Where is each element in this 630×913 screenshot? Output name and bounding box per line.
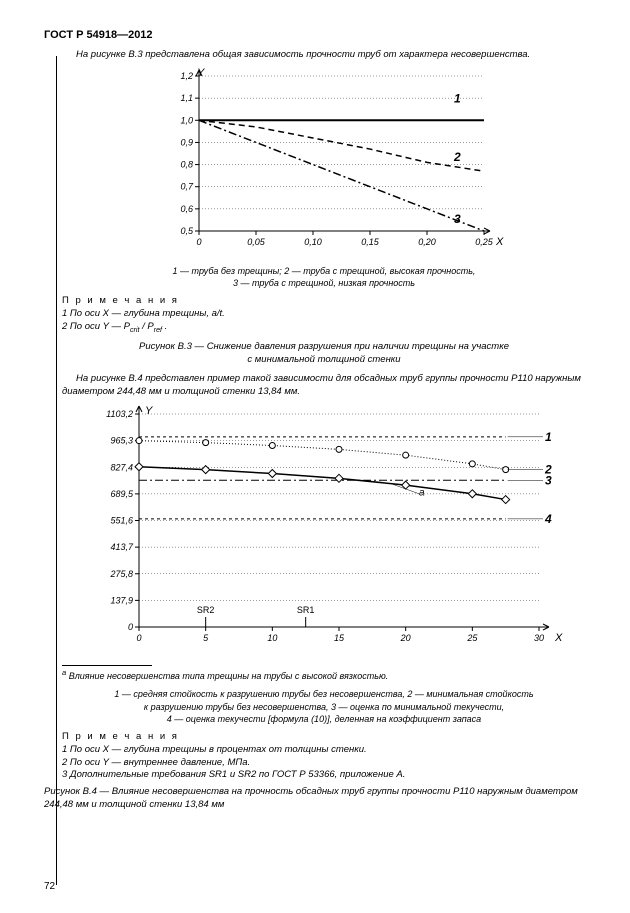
caption-1: Рисунок В.3 — Снижение давления разрушен… — [62, 341, 586, 367]
svg-text:1: 1 — [454, 91, 461, 105]
svg-text:0,7: 0,7 — [180, 181, 194, 191]
notes1-header: П р и м е ч а н и я — [62, 295, 586, 308]
note2-1: 1 По оси X — глубина трещины в процентах… — [62, 744, 586, 757]
svg-text:0,8: 0,8 — [180, 159, 193, 169]
chart-b4: 0137,9275,8413,7551,6689,5827,4965,31103… — [84, 402, 564, 657]
note2-2: 2 По оси Y — внутреннее давление, МПа. — [62, 757, 586, 770]
svg-text:Y: Y — [197, 67, 205, 79]
svg-text:3: 3 — [545, 474, 552, 488]
svg-text:20: 20 — [400, 633, 411, 643]
content-area: На рисунке В.3 представлена общая зависи… — [62, 49, 586, 812]
caption-2: Рисунок В.4 — Влияние несовершенства на … — [44, 786, 586, 812]
intro-2: На рисунке В.4 представлен пример такой … — [62, 373, 586, 399]
svg-text:15: 15 — [334, 633, 345, 643]
svg-text:827,4: 827,4 — [110, 463, 133, 473]
note1-1: 1 По оси X — глубина трещины, a/t. — [62, 308, 586, 321]
svg-text:137,9: 137,9 — [110, 596, 133, 606]
svg-text:0: 0 — [128, 622, 133, 632]
svg-text:3: 3 — [454, 212, 461, 226]
footnote-a: a Влияние несовершенства типа трещины на… — [62, 668, 586, 682]
doc-header: ГОСТ Р 54918—2012 — [44, 28, 586, 43]
svg-text:413,7: 413,7 — [110, 542, 134, 552]
svg-text:Y: Y — [145, 405, 153, 417]
svg-text:25: 25 — [466, 633, 478, 643]
svg-text:1,1: 1,1 — [180, 93, 193, 103]
svg-text:0,25: 0,25 — [475, 237, 494, 247]
chart1-legend: 1 — труба без трещины; 2 — труба с трещи… — [62, 265, 586, 289]
notes2-header: П р и м е ч а н и я — [62, 731, 586, 744]
note2-3: 3 Дополнительные требования SR1 и SR2 по… — [62, 769, 586, 782]
svg-text:689,5: 689,5 — [110, 489, 134, 499]
svg-text:0,5: 0,5 — [180, 226, 194, 236]
svg-text:0,20: 0,20 — [418, 237, 436, 247]
chart2-legend: 1 — средняя стойкость к разрушению трубы… — [62, 688, 586, 724]
svg-text:1,0: 1,0 — [180, 115, 193, 125]
footnote-a-text: Влияние несовершенства типа трещины на т… — [69, 671, 389, 681]
intro-1: На рисунке В.3 представлена общая зависи… — [62, 49, 586, 62]
svg-text:1103,2: 1103,2 — [106, 409, 133, 419]
svg-text:0,05: 0,05 — [247, 237, 266, 247]
svg-text:0,15: 0,15 — [361, 237, 380, 247]
svg-text:0,6: 0,6 — [180, 204, 193, 214]
svg-text:0: 0 — [136, 633, 141, 643]
svg-text:0,9: 0,9 — [180, 137, 193, 147]
svg-text:275,8: 275,8 — [109, 569, 133, 579]
svg-text:a: a — [419, 488, 425, 499]
svg-text:SR1: SR1 — [297, 605, 315, 615]
svg-text:X: X — [495, 236, 504, 248]
svg-text:SR2: SR2 — [197, 605, 215, 615]
svg-text:2: 2 — [453, 150, 461, 164]
svg-text:5: 5 — [203, 633, 209, 643]
svg-text:551,6: 551,6 — [110, 516, 133, 526]
svg-text:X: X — [554, 632, 563, 644]
svg-text:965,3: 965,3 — [110, 436, 133, 446]
svg-text:10: 10 — [267, 633, 277, 643]
svg-text:30: 30 — [534, 633, 544, 643]
page: ГОСТ Р 54918—2012 На рисунке В.3 предста… — [0, 0, 630, 913]
note1-2: 2 По оси Y — Pcrit / Pref . — [62, 321, 586, 336]
svg-text:0: 0 — [196, 237, 201, 247]
chart-b3: 0,5 0,6 0,7 0,8 0,9 1,0 1,1 1,2 0 0,05 0,10 0,15 0,2… — [144, 66, 504, 261]
svg-text:4: 4 — [544, 512, 552, 526]
svg-text:1: 1 — [545, 430, 552, 444]
page-number: 72 — [44, 880, 55, 894]
footnote-rule — [62, 665, 152, 666]
svg-text:1,2: 1,2 — [180, 71, 193, 81]
left-rule — [56, 56, 58, 885]
svg-text:0,10: 0,10 — [304, 237, 322, 247]
